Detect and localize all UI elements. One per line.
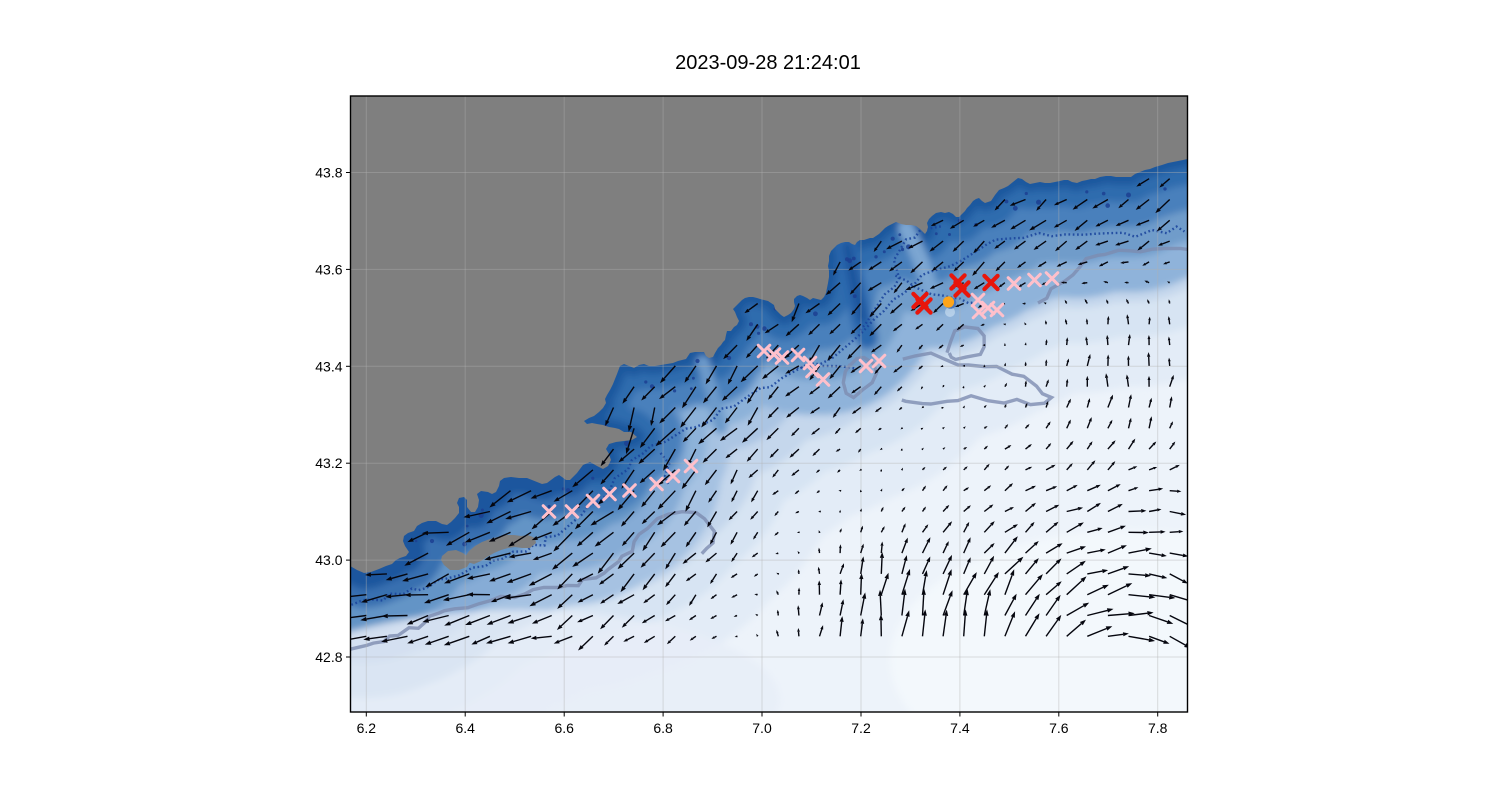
svg-text:7.2: 7.2 [851,720,871,736]
svg-text:6.2: 6.2 [357,720,377,736]
svg-text:43.2: 43.2 [315,455,342,471]
svg-text:2023-09-28 21:24:01: 2023-09-28 21:24:01 [675,52,861,74]
svg-text:43.0: 43.0 [315,552,342,568]
svg-text:6.6: 6.6 [554,720,574,736]
svg-text:43.8: 43.8 [315,165,342,181]
svg-text:6.8: 6.8 [653,720,673,736]
svg-text:7.6: 7.6 [1049,720,1069,736]
svg-text:6.4: 6.4 [455,720,475,736]
svg-text:43.4: 43.4 [315,358,342,374]
svg-text:7.8: 7.8 [1148,720,1168,736]
svg-text:7.0: 7.0 [752,720,772,736]
svg-text:43.6: 43.6 [315,261,342,277]
svg-text:7.4: 7.4 [950,720,970,736]
svg-text:42.8: 42.8 [315,649,342,665]
